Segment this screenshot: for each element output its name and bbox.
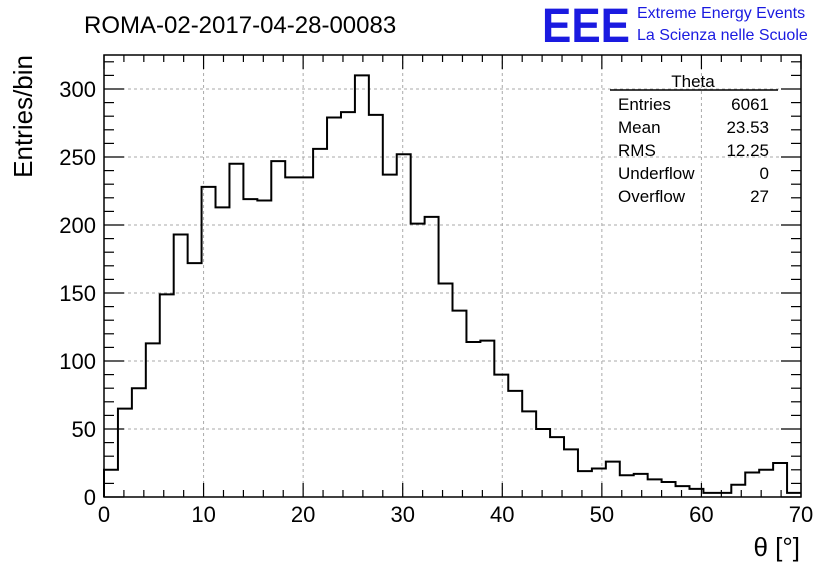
stats-label: Overflow bbox=[618, 187, 686, 206]
stats-value: 23.53 bbox=[726, 118, 769, 137]
stats-box: Theta Entries 6061 Mean 23.53 RMS 12.25 Underf… bbox=[610, 72, 778, 206]
histogram-bin bbox=[174, 235, 188, 497]
chart-title: ROMA-02-2017-04-28-00083 bbox=[84, 12, 396, 39]
stats-label: Underflow bbox=[618, 164, 695, 183]
histogram-bin bbox=[243, 199, 257, 497]
histogram-bin bbox=[313, 149, 327, 497]
y-tick-label: 100 bbox=[59, 349, 96, 374]
histogram-bin bbox=[522, 411, 536, 497]
x-axis: 0 10 20 30 40 50 60 70 bbox=[98, 55, 813, 527]
y-axis-label: Entries/bin bbox=[8, 55, 38, 178]
stats-title: Theta bbox=[671, 72, 715, 91]
histogram-bin bbox=[439, 283, 453, 497]
histogram-bin bbox=[411, 224, 425, 497]
histogram-bin bbox=[188, 263, 202, 497]
histogram-bin bbox=[606, 462, 620, 497]
x-tick-label: 0 bbox=[98, 502, 110, 527]
histogram-bin bbox=[327, 118, 341, 497]
histogram-bin bbox=[453, 311, 467, 497]
histogram-bin bbox=[383, 175, 397, 497]
histogram-bin bbox=[202, 187, 216, 497]
histogram-bin bbox=[648, 479, 662, 497]
histogram-bin bbox=[592, 468, 606, 497]
histogram-outline bbox=[103, 74, 801, 497]
histogram-bin bbox=[564, 449, 578, 497]
histogram-bin bbox=[369, 115, 383, 497]
x-tick-label: 40 bbox=[490, 502, 514, 527]
histogram-bin bbox=[216, 207, 230, 497]
x-tick-label: 70 bbox=[789, 502, 813, 527]
x-tick-label: 50 bbox=[590, 502, 614, 527]
x-tick-label: 10 bbox=[191, 502, 215, 527]
y-tick-label: 300 bbox=[59, 77, 96, 102]
stats-label: Entries bbox=[618, 95, 671, 114]
histogram-bin bbox=[494, 375, 508, 497]
logo-mark: EEE bbox=[542, 0, 630, 53]
stats-value: 12.25 bbox=[726, 141, 769, 160]
stats-value: 27 bbox=[750, 187, 769, 206]
y-tick-label: 250 bbox=[59, 145, 96, 170]
logo-line-2: La Scienza nelle Scuole bbox=[637, 27, 808, 44]
histogram-bin bbox=[550, 437, 564, 497]
histogram-bin bbox=[118, 409, 132, 497]
histogram-bin bbox=[480, 341, 494, 497]
x-tick-label: 30 bbox=[390, 502, 414, 527]
stats-value: 0 bbox=[760, 164, 769, 183]
histogram-bin bbox=[146, 343, 160, 497]
stats-label: Mean bbox=[618, 118, 661, 137]
histogram-bin bbox=[773, 463, 787, 497]
histogram-bin bbox=[132, 388, 146, 497]
y-tick-label: 200 bbox=[59, 213, 96, 238]
eee-logo: EEE Extreme Energy Events La Scienza nel… bbox=[542, 0, 808, 53]
histogram-bin bbox=[731, 485, 745, 497]
histogram-bin bbox=[285, 177, 299, 497]
histogram-bin bbox=[160, 294, 174, 497]
x-axis-label: θ [°] bbox=[753, 532, 800, 562]
y-tick-label: 150 bbox=[59, 281, 96, 306]
histogram-bin bbox=[466, 342, 480, 497]
histogram-bin bbox=[676, 486, 690, 497]
y-axis: 0 50 100 150 200 250 300 bbox=[59, 61, 801, 510]
histogram-bin bbox=[355, 75, 369, 497]
logo-line-1: Extreme Energy Events bbox=[637, 5, 805, 22]
histogram-bin bbox=[425, 217, 439, 497]
histogram-bin bbox=[397, 154, 411, 497]
y-tick-label: 0 bbox=[84, 485, 96, 510]
histogram-bin bbox=[508, 391, 522, 497]
histogram-bin bbox=[299, 177, 313, 497]
histogram-bin bbox=[229, 164, 243, 497]
histogram-bin bbox=[745, 473, 759, 497]
x-tick-label: 60 bbox=[689, 502, 713, 527]
y-tick-label: 50 bbox=[72, 417, 96, 442]
histogram-bin bbox=[271, 161, 285, 497]
histogram-bin bbox=[578, 471, 592, 497]
x-tick-label: 20 bbox=[291, 502, 315, 527]
histogram-bin bbox=[536, 429, 550, 497]
stats-value: 6061 bbox=[731, 95, 769, 114]
histogram-bin bbox=[634, 474, 648, 497]
plot-frame bbox=[103, 54, 802, 498]
histogram-bin bbox=[257, 201, 271, 497]
histogram-series bbox=[103, 74, 801, 497]
grid-lines bbox=[104, 55, 801, 497]
histogram-bin bbox=[662, 482, 676, 497]
stats-label: RMS bbox=[618, 141, 656, 160]
histogram-bin bbox=[341, 112, 355, 497]
